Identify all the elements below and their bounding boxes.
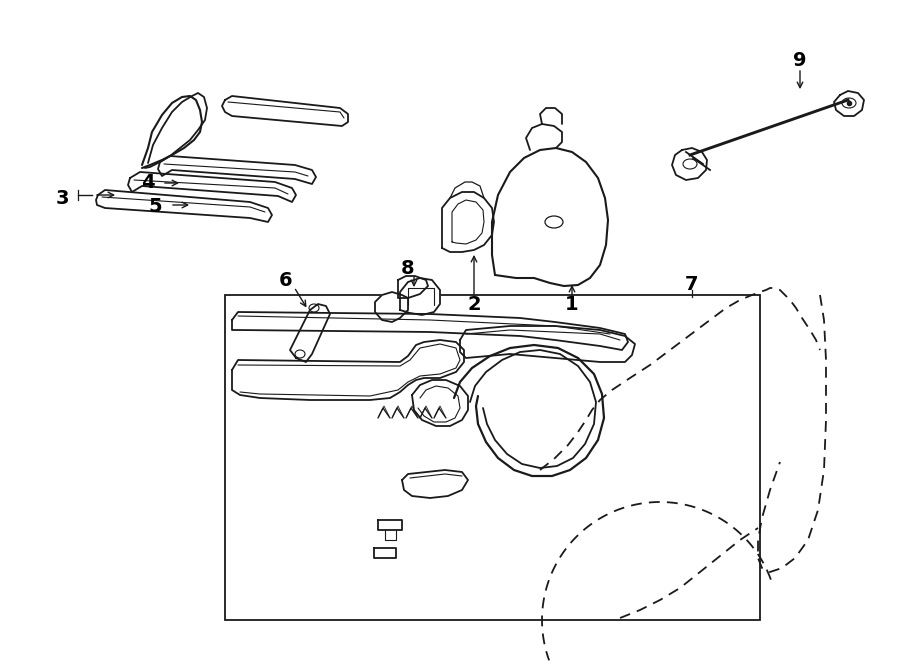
Text: 3: 3 (55, 188, 68, 208)
Polygon shape (398, 276, 428, 298)
Polygon shape (412, 380, 468, 426)
Polygon shape (400, 278, 440, 315)
Text: 5: 5 (148, 196, 162, 215)
Text: 1: 1 (565, 295, 579, 315)
Polygon shape (96, 190, 272, 222)
Polygon shape (492, 148, 608, 286)
Text: 2: 2 (467, 295, 481, 315)
Bar (225, 295, 760, 620)
Polygon shape (375, 292, 408, 322)
Polygon shape (442, 192, 494, 252)
Text: 4: 4 (141, 173, 155, 192)
Polygon shape (222, 96, 348, 126)
Polygon shape (290, 304, 330, 362)
Text: 9: 9 (793, 50, 806, 69)
Polygon shape (128, 172, 296, 202)
Text: 6: 6 (279, 270, 292, 290)
Polygon shape (834, 91, 864, 116)
Polygon shape (460, 326, 635, 362)
Text: 7: 7 (685, 276, 698, 295)
Polygon shape (452, 200, 484, 244)
Polygon shape (672, 148, 707, 180)
Text: 8: 8 (401, 258, 415, 278)
Polygon shape (158, 156, 316, 184)
Polygon shape (232, 312, 628, 350)
Polygon shape (402, 470, 468, 498)
Polygon shape (232, 340, 464, 400)
